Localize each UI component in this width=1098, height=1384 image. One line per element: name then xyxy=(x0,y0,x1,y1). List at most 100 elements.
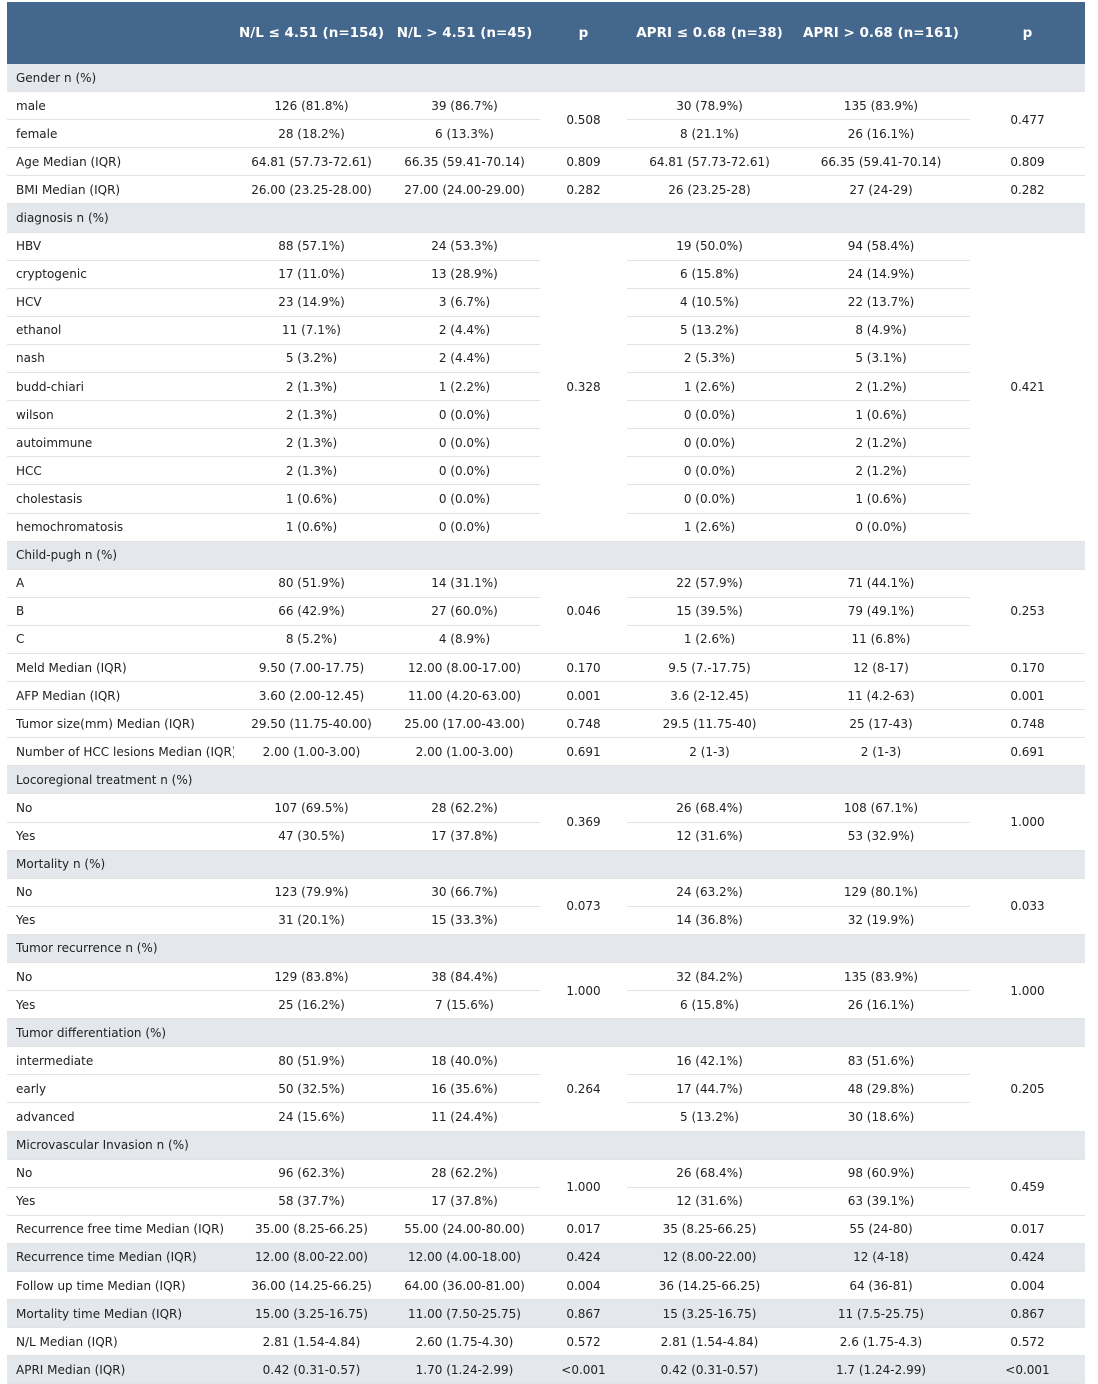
cell-p-nl: 0.004 xyxy=(540,1271,627,1300)
cell-nl-high: 28 (62.2%) xyxy=(389,793,540,823)
cell-apri-high: 1 (0.6%) xyxy=(792,484,970,513)
cell-apri-low: 26 (23.25-28) xyxy=(627,175,792,204)
section-label: Gender n (%) xyxy=(7,64,1085,92)
cell-nl-low: 26.00 (23.25-28.00) xyxy=(234,175,389,204)
cell-p-nl: 0.001 xyxy=(540,681,627,710)
row-label: Yes xyxy=(7,905,234,935)
row-label: HCC xyxy=(7,456,234,485)
table-row: Mortality time Median (IQR) 15.00 (3.25-1… xyxy=(7,1299,1085,1328)
table-row: Recurrence free time Median (IQR) 35.00 (… xyxy=(7,1214,1085,1244)
cell-apri-high: 11 (4.2-63) xyxy=(792,681,970,710)
header-nl-high: N/L > 4.51 (n=45) xyxy=(389,2,540,64)
cell-nl-high: 39 (86.7%) xyxy=(389,91,540,120)
table-row: Tumor size(mm) Median (IQR) 29.50 (11.75-… xyxy=(7,709,1085,738)
cell-nl-high: 64.00 (36.00-81.00) xyxy=(389,1271,540,1300)
header-p-apri: p xyxy=(970,2,1085,64)
cell-nl-high: 12.00 (4.00-18.00) xyxy=(389,1242,540,1272)
cell-apri-low: 64.81 (57.73-72.61) xyxy=(627,147,792,176)
row-label: Follow up time Median (IQR) xyxy=(7,1271,234,1300)
section-row: Gender n (%) xyxy=(7,64,1085,92)
cell-p-apri: 0.017 xyxy=(970,1214,1085,1244)
cell-nl-low: 123 (79.9%) xyxy=(234,877,389,907)
cell-apri-low: 5 (13.2%) xyxy=(627,1102,792,1132)
cell-nl-low: 2.81 (1.54-4.84) xyxy=(234,1327,389,1356)
cell-nl-low: 80 (51.9%) xyxy=(234,568,389,598)
section-label: Mortality n (%) xyxy=(7,849,1085,879)
table-row: ethanol 11 (7.1%) 2 (4.4%) 5 (13.2%) 8 (4.9%… xyxy=(7,315,1085,345)
cell-apri-low: 16 (42.1%) xyxy=(627,1046,792,1075)
table-row: No 96 (62.3%) 28 (62.2%) 1.000 26 (68.4%) 98 … xyxy=(7,1158,1085,1216)
table-body: Gender n (%) male 126 (81.8%) 39 (86.7%) 0.5… xyxy=(7,64,1085,1384)
table-row: B 66 (42.9%) 27 (60.0%) 15 (39.5%) 79 (49.1%… xyxy=(7,596,1085,626)
cell-nl-low: 15.00 (3.25-16.75) xyxy=(234,1299,389,1328)
cell-nl-low: 80 (51.9%) xyxy=(234,1046,389,1075)
table-row: HCC 2 (1.3%) 0 (0.0%) 0 (0.0%) 2 (1.2%) xyxy=(7,456,1085,485)
section-row: Tumor recurrence n (%) xyxy=(7,933,1085,963)
cell-apri-high: 79 (49.1%) xyxy=(792,596,970,626)
row-label: HCV xyxy=(7,287,234,317)
cell-apri-high: 8 (4.9%) xyxy=(792,315,970,345)
cell-apri-low: 6 (15.8%) xyxy=(627,990,792,1019)
cell-nl-high: 38 (84.4%) xyxy=(389,961,540,991)
cell-apri-high: 0 (0.0%) xyxy=(792,512,970,542)
cell-apri-low: 17 (44.7%) xyxy=(627,1074,792,1103)
cell-nl-high: 30 (66.7%) xyxy=(389,877,540,907)
cell-apri-high: 108 (67.1%) xyxy=(792,793,970,823)
row-label: Meld Median (IQR) xyxy=(7,652,234,682)
cell-p-nl: 1.000 xyxy=(540,961,627,1019)
cell-nl-high: 27 (60.0%) xyxy=(389,596,540,626)
table-row: female 28 (18.2%) 6 (13.3%) 8 (21.1%) 26 (16… xyxy=(7,119,1085,148)
cell-p-apri: 0.205 xyxy=(970,1046,1085,1132)
cell-apri-low: 12 (8.00-22.00) xyxy=(627,1242,792,1272)
table-row: APRI Median (IQR) 0.42 (0.31-0.57) 1.70 (1… xyxy=(7,1355,1085,1384)
cell-p-apri: 0.572 xyxy=(970,1327,1085,1356)
cell-apri-low: 14 (36.8%) xyxy=(627,905,792,935)
cell-p-apri: <0.001 xyxy=(970,1355,1085,1384)
cell-p-apri: 0.253 xyxy=(970,568,1085,654)
cell-nl-high: 11.00 (4.20-63.00) xyxy=(389,681,540,710)
cell-nl-low: 36.00 (14.25-66.25) xyxy=(234,1271,389,1300)
table-row: Yes 25 (16.2%) 7 (15.6%) 6 (15.8%) 26 (16.1%… xyxy=(7,990,1085,1019)
cell-nl-high: 2.00 (1.00-3.00) xyxy=(389,737,540,766)
cell-nl-low: 88 (57.1%) xyxy=(234,231,389,261)
row-label: Recurrence time Median (IQR) xyxy=(7,1242,234,1272)
section-row: diagnosis n (%) xyxy=(7,203,1085,233)
row-label: No xyxy=(7,961,234,991)
cell-p-nl: 0.369 xyxy=(540,793,627,851)
cell-p-apri: 0.809 xyxy=(970,147,1085,176)
row-label: A xyxy=(7,568,234,598)
cell-nl-high: 25.00 (17.00-43.00) xyxy=(389,709,540,738)
cell-p-nl: 0.424 xyxy=(540,1242,627,1272)
cell-p-apri: 0.424 xyxy=(970,1242,1085,1272)
cell-p-apri: 0.748 xyxy=(970,709,1085,738)
cell-p-apri: 0.691 xyxy=(970,737,1085,766)
table-row: AFP Median (IQR) 3.60 (2.00-12.45) 11.00 (… xyxy=(7,681,1085,710)
cell-apri-high: 63 (39.1%) xyxy=(792,1186,970,1216)
cell-nl-high: 0 (0.0%) xyxy=(389,428,540,457)
cell-p-apri: 0.459 xyxy=(970,1158,1085,1216)
cell-apri-low: 6 (15.8%) xyxy=(627,259,792,289)
cell-nl-high: 55.00 (24.00-80.00) xyxy=(389,1214,540,1244)
cell-p-apri: 0.282 xyxy=(970,175,1085,204)
cell-nl-high: 2 (4.4%) xyxy=(389,343,540,373)
table-row: Follow up time Median (IQR) 36.00 (14.25-… xyxy=(7,1271,1085,1300)
cell-apri-high: 25 (17-43) xyxy=(792,709,970,738)
row-label: Mortality time Median (IQR) xyxy=(7,1299,234,1328)
row-label: B xyxy=(7,596,234,626)
cell-nl-high: 14 (31.1%) xyxy=(389,568,540,598)
section-label: Tumor differentiation (%) xyxy=(7,1018,1085,1047)
cell-nl-high: 0 (0.0%) xyxy=(389,484,540,513)
cell-apri-high: 64 (36-81) xyxy=(792,1271,970,1300)
row-label: ethanol xyxy=(7,315,234,345)
cell-nl-high: 17 (37.8%) xyxy=(389,821,540,851)
cell-apri-high: 135 (83.9%) xyxy=(792,91,970,120)
cell-apri-low: 2.81 (1.54-4.84) xyxy=(627,1327,792,1356)
section-label: Microvascular Invasion n (%) xyxy=(7,1130,1085,1160)
table-row: wilson 2 (1.3%) 0 (0.0%) 0 (0.0%) 1 (0.6%) xyxy=(7,400,1085,429)
row-label: autoimmune xyxy=(7,428,234,457)
cell-apri-low: 15 (3.25-16.75) xyxy=(627,1299,792,1328)
table-row: Recurrence time Median (IQR) 12.00 (8.00-… xyxy=(7,1242,1085,1272)
cell-nl-low: 2 (1.3%) xyxy=(234,400,389,429)
table-row: No 123 (79.9%) 30 (66.7%) 0.073 24 (63.2%) 12… xyxy=(7,877,1085,935)
